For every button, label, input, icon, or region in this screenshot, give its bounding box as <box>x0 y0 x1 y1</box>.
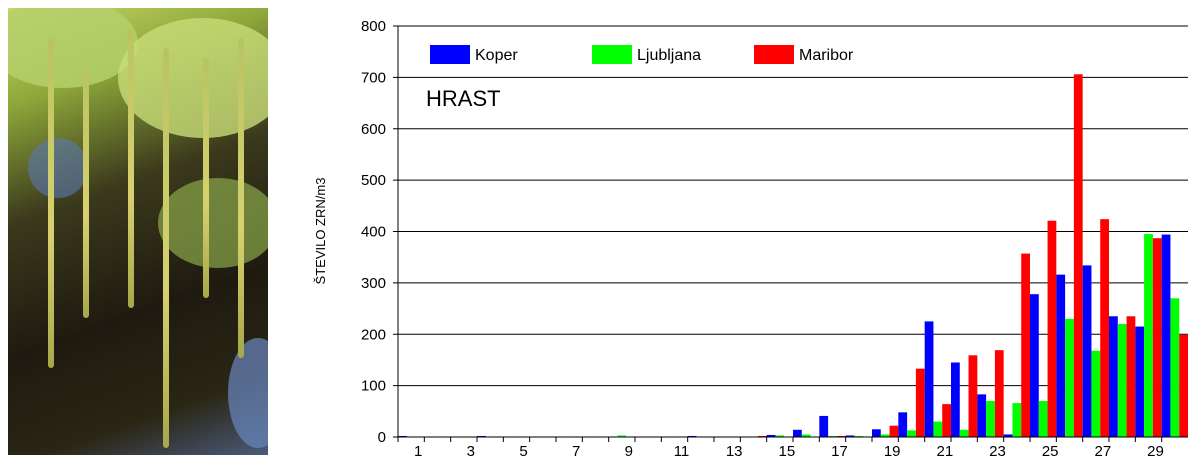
y-tick-label: 600 <box>361 121 386 138</box>
x-tick-label: 19 <box>884 443 901 459</box>
legend-label: Ljubljana <box>637 47 701 64</box>
bar <box>872 429 881 437</box>
bar <box>1038 401 1048 437</box>
bar <box>977 394 987 437</box>
y-tick-label: 500 <box>361 172 386 189</box>
bar <box>477 435 486 437</box>
bar <box>1152 238 1162 437</box>
y-tick-label: 400 <box>361 224 386 241</box>
y-tick-label: 700 <box>361 69 386 86</box>
bar <box>942 404 951 437</box>
bar <box>1065 318 1074 437</box>
y-tick-label: 0 <box>378 429 386 446</box>
legend-label: Koper <box>475 47 518 64</box>
annotation: HRAST <box>426 86 501 111</box>
bar <box>1126 316 1136 437</box>
x-tick-label: 13 <box>726 443 743 459</box>
bar <box>933 421 943 437</box>
bar <box>1100 219 1109 437</box>
bar <box>986 401 995 437</box>
bar <box>907 430 916 437</box>
x-tick-label: 15 <box>778 443 795 459</box>
bar <box>1012 403 1022 437</box>
bar <box>1117 323 1127 437</box>
x-tick-label: 5 <box>519 443 527 459</box>
bar <box>793 429 802 437</box>
bar <box>898 412 908 437</box>
y-tick-label: 800 <box>361 18 386 35</box>
bar <box>687 435 697 437</box>
x-tick-label: 27 <box>1094 443 1111 459</box>
bar <box>836 435 846 437</box>
x-tick-label: 23 <box>989 443 1006 459</box>
x-tick-label: 11 <box>674 443 690 459</box>
x-tick-label: 9 <box>625 443 633 459</box>
bar <box>994 350 1004 437</box>
y-tick-label: 100 <box>361 378 386 395</box>
bar <box>915 368 925 437</box>
bar <box>880 434 890 437</box>
x-tick-label: 29 <box>1147 443 1164 459</box>
legend-swatch <box>754 45 794 64</box>
bar <box>1047 220 1057 437</box>
x-tick-label: 7 <box>572 443 580 459</box>
bar <box>801 434 811 437</box>
bar <box>1091 350 1101 437</box>
bar <box>819 415 829 437</box>
bar <box>757 435 767 437</box>
x-tick-label: 25 <box>1042 443 1059 459</box>
bar <box>1003 434 1013 437</box>
bar <box>1082 265 1092 437</box>
bar <box>845 435 855 437</box>
legend-swatch <box>430 45 470 64</box>
bar <box>1179 334 1188 437</box>
bar <box>766 434 776 437</box>
bar <box>828 435 837 437</box>
bar <box>775 435 785 437</box>
x-tick-label: 17 <box>831 443 848 459</box>
y-axis-label: ŠTEVILO ZRN/m3 <box>313 178 328 285</box>
bar <box>968 355 978 437</box>
bar <box>398 435 407 437</box>
x-tick-label: 1 <box>414 443 422 459</box>
bar <box>1109 316 1118 437</box>
bar <box>951 362 960 437</box>
bar <box>924 321 934 437</box>
y-tick-label: 200 <box>361 326 386 343</box>
x-tick-label: 21 <box>936 443 953 459</box>
oak-flower-photo <box>8 8 268 455</box>
bar <box>1135 326 1145 437</box>
bar <box>889 425 899 437</box>
bar <box>1030 294 1039 437</box>
x-tick-label: 3 <box>467 443 475 459</box>
bar <box>959 429 969 437</box>
y-tick-label: 300 <box>361 275 386 292</box>
bar <box>1170 298 1180 437</box>
bar <box>854 435 864 437</box>
bar <box>1056 274 1066 437</box>
bar <box>1073 74 1083 437</box>
bar <box>1144 234 1153 437</box>
legend-swatch <box>592 45 632 64</box>
bar <box>1021 253 1030 437</box>
legend-label: Maribor <box>799 47 854 64</box>
bar <box>617 435 627 437</box>
bar <box>1161 234 1171 437</box>
